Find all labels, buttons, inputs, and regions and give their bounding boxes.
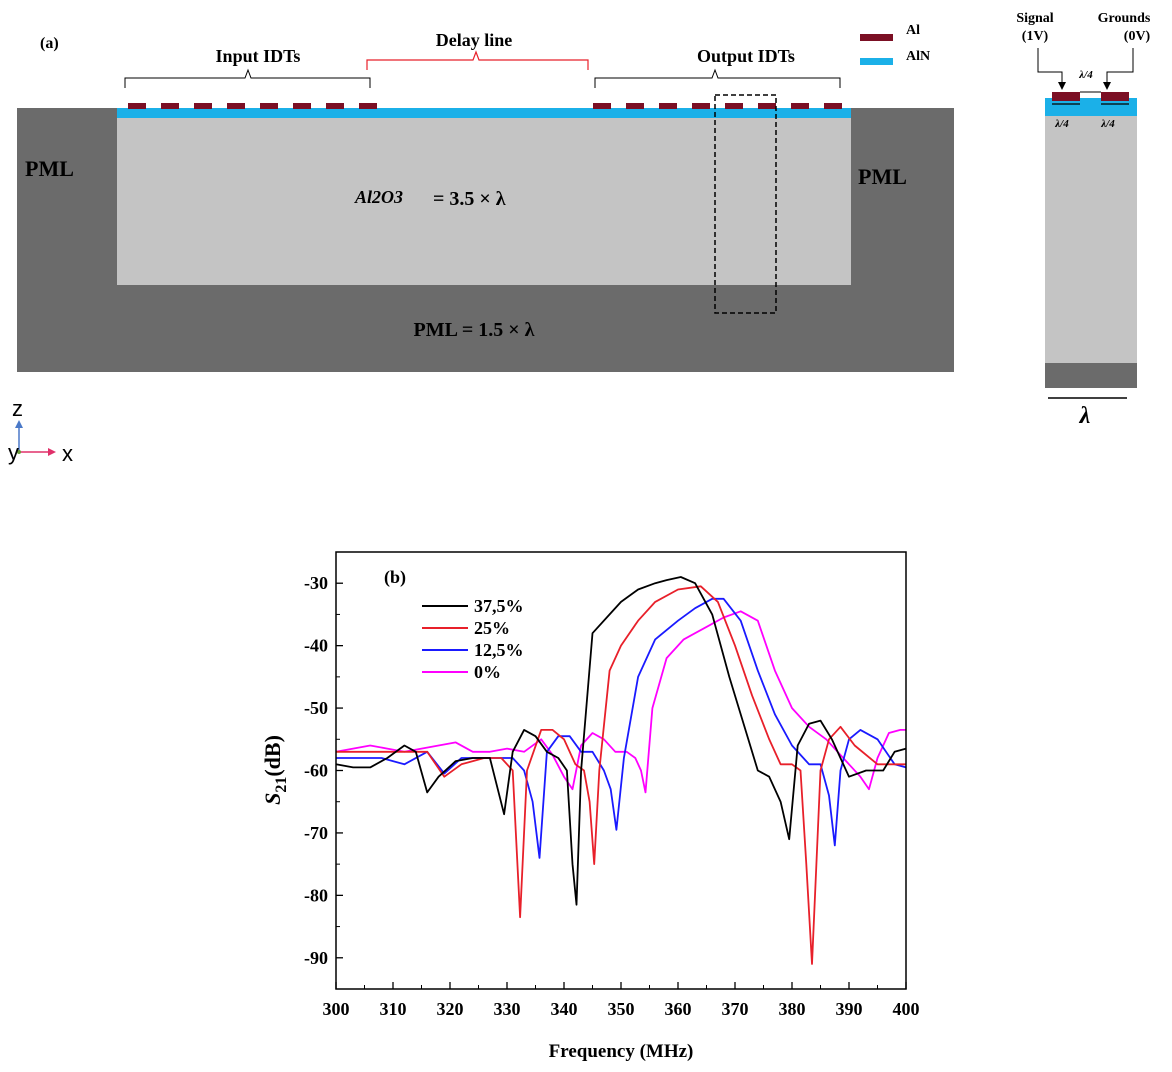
z-axis-label: z	[12, 396, 23, 421]
ground-arrowhead	[1103, 82, 1111, 90]
y-axis-label: y	[8, 440, 19, 465]
x-tick-label: 300	[323, 999, 350, 1019]
y-tick-label: -50	[304, 698, 328, 718]
legend-al-label: Al	[906, 23, 920, 38]
y-axis-title-symbol: S	[260, 793, 285, 805]
x-tick-label: 360	[665, 999, 692, 1019]
chart-legend: 37,5%25%12,5%0%	[422, 596, 524, 682]
y-tick-label: -80	[304, 885, 328, 905]
x-tick-label: 340	[551, 999, 578, 1019]
input-electrode-2	[194, 103, 212, 109]
y-tick-label: -90	[304, 948, 328, 968]
panel-a: (a) Input IDTs Delay line Output IDTs Al…	[17, 23, 954, 372]
series-line-125	[336, 597, 907, 859]
y-tick-label: -40	[304, 636, 328, 656]
x-tick-label: 400	[893, 999, 920, 1019]
signal-lead	[1037, 48, 1063, 86]
input-electrode-3	[227, 103, 245, 109]
ground-electrode	[1101, 92, 1129, 101]
series-line-25	[336, 585, 906, 965]
x-tick-label: 310	[380, 999, 407, 1019]
input-electrode-7	[359, 103, 377, 109]
output-electrode-3	[692, 103, 710, 109]
delay-line-brace	[366, 50, 589, 70]
y-axis-dot	[17, 450, 21, 454]
aln-layer	[117, 108, 851, 118]
x-tick-label: 370	[722, 999, 749, 1019]
panel-b-chart: 300 310 320 330 340 350 360 370 380 390 400 -30 -40 -…	[260, 551, 920, 1062]
legend-label: 12,5%	[474, 640, 524, 660]
pml-left-label: PML	[25, 156, 74, 181]
legend-label: 0%	[474, 662, 501, 682]
z-axis-arrowhead	[15, 420, 23, 428]
ground-lead	[1106, 48, 1134, 86]
pml-right-label: PML	[858, 164, 907, 189]
output-electrode-2	[659, 103, 677, 109]
substrate-thickness: = 3.5 × λ	[433, 188, 506, 210]
signal-arrowhead	[1058, 82, 1066, 90]
output-electrode-0	[593, 103, 611, 109]
signal-label: Signal	[1016, 11, 1053, 26]
input-electrode-4	[260, 103, 278, 109]
input-idts-label: Input IDTs	[216, 46, 301, 66]
legend-aln-swatch	[860, 58, 893, 65]
x-axis-title: Frequency (MHz)	[549, 1041, 694, 1062]
x-tick-label: 380	[779, 999, 806, 1019]
output-electrode-5	[758, 103, 776, 109]
input-idts-brace	[124, 68, 371, 88]
x-tick-label: 350	[608, 999, 635, 1019]
output-electrode-7	[824, 103, 842, 109]
y-axis-title: S21(dB)	[260, 735, 290, 805]
x-axis-arrowhead	[48, 448, 56, 456]
x-tick-label: 390	[836, 999, 863, 1019]
signal-electrode	[1052, 92, 1080, 101]
grounds-label: Grounds	[1098, 11, 1151, 26]
x-axis-label: x	[62, 441, 73, 466]
y-tick-label: -70	[304, 823, 328, 843]
x-tick-label: 320	[437, 999, 464, 1019]
substrate-name: Al2O3	[354, 187, 403, 207]
legend-al-swatch	[860, 34, 893, 41]
series-line-375	[335, 576, 907, 906]
output-electrode-6	[791, 103, 809, 109]
legend-label: 25%	[474, 618, 510, 638]
output-idts-brace	[594, 68, 841, 88]
plot-frame	[335, 551, 907, 990]
signal-voltage: (1V)	[1022, 29, 1049, 44]
x-tick-label: 330	[494, 999, 521, 1019]
output-electrode-1	[626, 103, 644, 109]
unit-cell: Signal (1V) Grounds (0V) λ/4 λ/4 λ/4 λ	[1016, 11, 1151, 429]
legend-label: 37,5%	[474, 596, 524, 616]
y-axis-title-unit: (dB)	[260, 735, 285, 777]
chart-layer: 300 310 320 330 340 350 360 370 380 390 400 -30 -40 -…	[304, 551, 920, 1019]
unit-cell-selection	[714, 94, 777, 314]
legend-aln-label: AlN	[906, 49, 930, 64]
output-idts-label: Output IDTs	[697, 46, 795, 66]
gap-label: λ/4	[1078, 69, 1093, 81]
axes-glyph: z y x	[8, 396, 73, 466]
input-electrode-6	[326, 103, 344, 109]
period-label: λ	[1079, 403, 1091, 429]
left-width-label: λ/4	[1054, 118, 1069, 130]
input-electrode-0	[128, 103, 146, 109]
delay-line-label: Delay line	[436, 30, 513, 50]
unit-cell-aln	[1045, 98, 1137, 116]
pml-bottom-label: PML = 1.5 × λ	[414, 319, 535, 341]
panel-a-label: (a)	[40, 35, 59, 52]
y-axis-title-subscript: 21	[273, 777, 290, 793]
input-electrode-1	[161, 103, 179, 109]
panel-b-label: (b)	[384, 567, 406, 588]
substrate-region	[117, 116, 851, 285]
al-electrodes	[128, 103, 842, 109]
right-width-label: λ/4	[1100, 118, 1115, 130]
y-tick-label: -60	[304, 761, 328, 781]
unit-cell-substrate	[1045, 116, 1137, 363]
y-tick-label: -30	[304, 573, 328, 593]
input-electrode-5	[293, 103, 311, 109]
grounds-voltage: (0V)	[1124, 29, 1151, 44]
output-electrode-4	[725, 103, 743, 109]
